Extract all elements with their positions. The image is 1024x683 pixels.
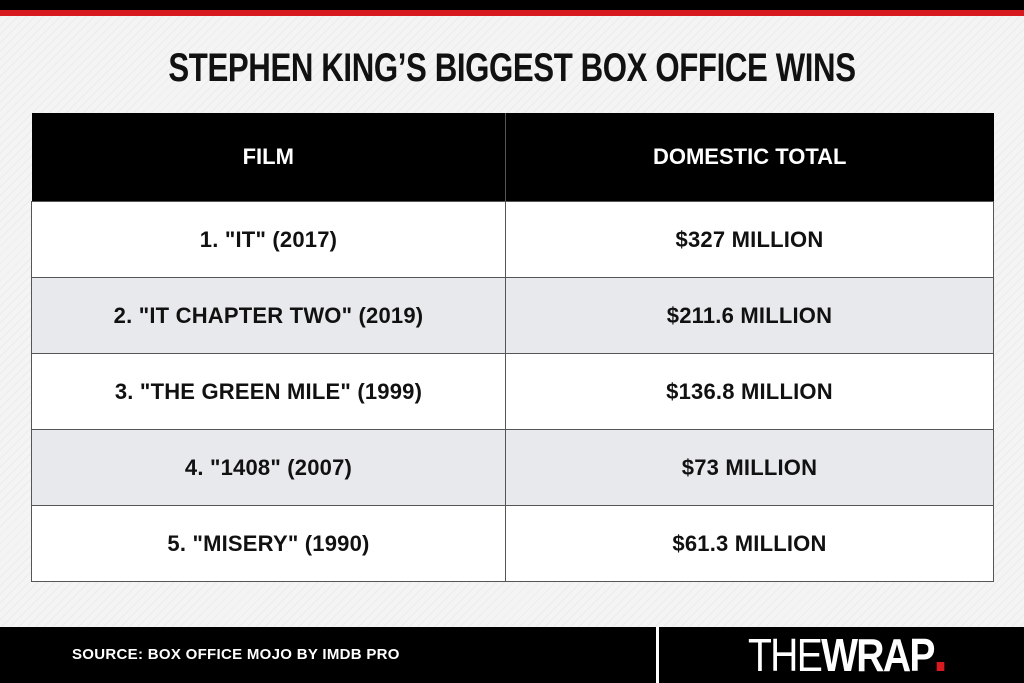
film-cell: 3. "THE GREEN MILE" (1999): [31, 353, 506, 430]
film-cell: 5. "MISERY" (1990): [31, 505, 506, 582]
footer: SOURCE: BOX OFFICE MOJO BY IMDB PRO THEW…: [0, 627, 1024, 683]
film-cell: 1. "IT" (2017): [31, 201, 506, 278]
total-cell: $73 MILLION: [505, 429, 994, 506]
box-office-table: FILM DOMESTIC TOTAL 1. "IT" (2017) $327 …: [31, 113, 994, 582]
total-cell: $136.8 MILLION: [505, 353, 994, 430]
table-row: 1. "IT" (2017) $327 MILLION: [31, 201, 994, 278]
thewrap-logo: THEWRAP: [748, 631, 944, 679]
total-cell: $61.3 MILLION: [505, 505, 994, 582]
footer-divider: [656, 627, 659, 683]
column-header-film: FILM: [31, 113, 506, 202]
table-header-row: FILM DOMESTIC TOTAL: [31, 113, 994, 202]
logo-text-wrap: WRAP: [821, 629, 935, 681]
logo-red-dot: [936, 662, 944, 671]
page-title: STEPHEN KING’S BIGGEST BOX OFFICE WINS: [168, 46, 856, 90]
total-cell: $211.6 MILLION: [505, 277, 994, 354]
table-row: 2. "IT CHAPTER TWO" (2019) $211.6 MILLIO…: [31, 277, 994, 354]
total-cell: $327 MILLION: [505, 201, 994, 278]
logo-text-the: THE: [748, 629, 823, 681]
table-row: 5. "MISERY" (1990) $61.3 MILLION: [31, 505, 994, 582]
column-header-domestic-total: DOMESTIC TOTAL: [505, 113, 994, 202]
film-cell: 4. "1408" (2007): [31, 429, 506, 506]
film-cell: 2. "IT CHAPTER TWO" (2019): [31, 277, 506, 354]
source-credit: SOURCE: BOX OFFICE MOJO BY IMDB PRO: [72, 646, 400, 663]
table-row: 4. "1408" (2007) $73 MILLION: [31, 429, 994, 506]
table-row: 3. "THE GREEN MILE" (1999) $136.8 MILLIO…: [31, 353, 994, 430]
top-bar: [0, 0, 1024, 16]
top-red-stripe: [0, 10, 1024, 16]
